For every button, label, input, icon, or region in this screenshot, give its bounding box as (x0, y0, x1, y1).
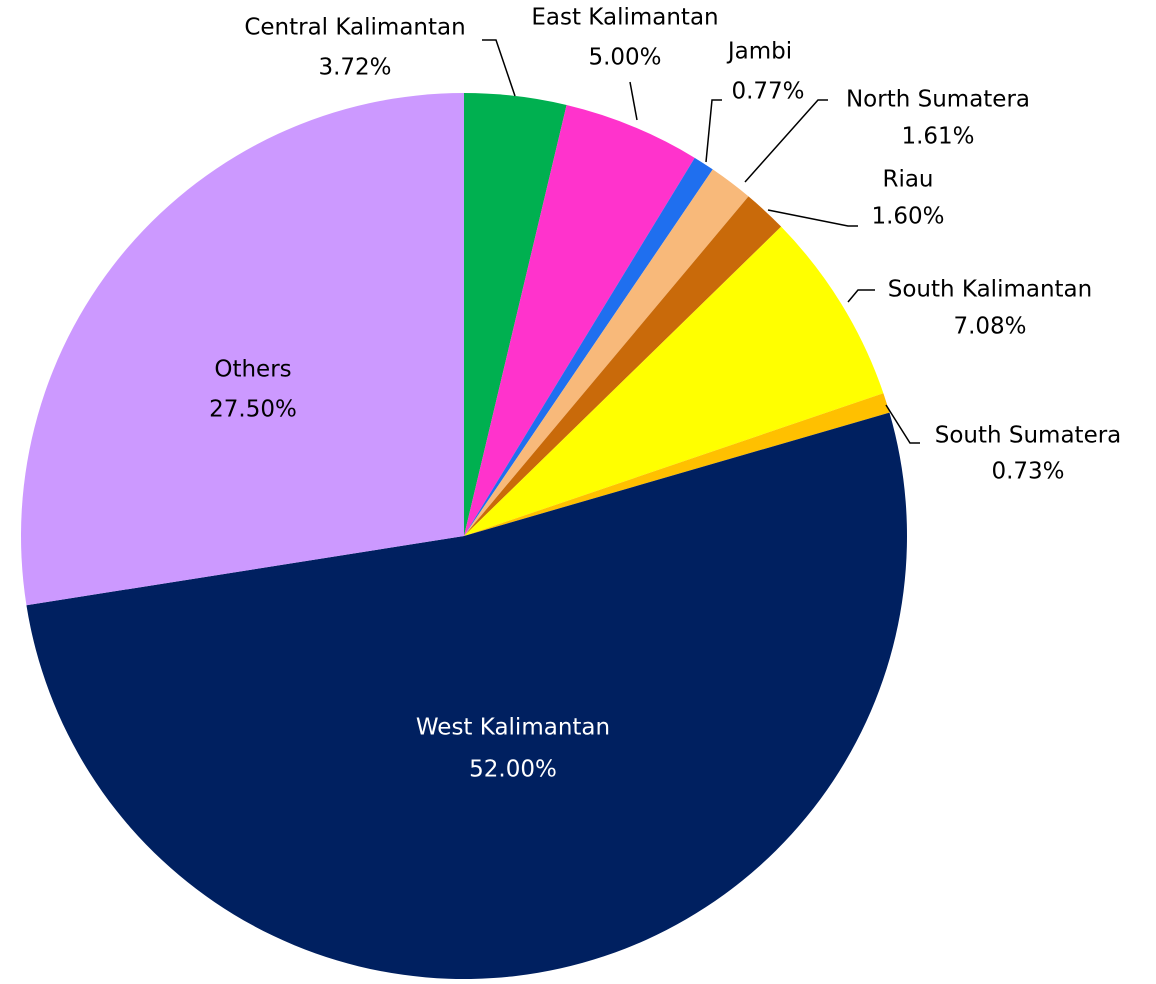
leader-line (885, 404, 920, 444)
slice-value-label: 1.61% (901, 124, 974, 150)
slice-value-label: 3.72% (318, 55, 391, 81)
leader-line (847, 289, 875, 303)
pie-slice (464, 226, 884, 536)
slice-label: East Kalimantan (531, 5, 718, 31)
pie-slice (464, 393, 890, 536)
pie-slice (464, 196, 782, 536)
leader-line (767, 209, 858, 227)
slice-label: North Sumatera (846, 87, 1030, 113)
slice-value-label: 0.77% (731, 79, 804, 105)
pie-slice (464, 93, 567, 536)
slice-value-label: 0.73% (991, 459, 1064, 485)
slice-value-label: 52.00% (469, 757, 557, 783)
leader-line (705, 99, 722, 163)
slice-value-label: 5.00% (588, 45, 661, 71)
slice-label: South Sumatera (935, 423, 1122, 449)
slice-value-label: 1.60% (871, 204, 944, 230)
pie-slice (464, 105, 695, 537)
pie-slice (464, 157, 713, 536)
pie-slice (21, 93, 465, 606)
slice-label: West Kalimantan (416, 715, 610, 741)
slice-label: South Kalimantan (888, 277, 1092, 303)
slice-label: Central Kalimantan (244, 15, 465, 41)
leader-line (744, 99, 828, 183)
leader-line (629, 81, 638, 121)
slice-label: Jambi (726, 39, 792, 65)
slice-value-label: 7.08% (953, 314, 1026, 340)
slice-value-label: 27.50% (209, 397, 297, 423)
slice-label: Riau (882, 167, 933, 193)
leader-line (482, 39, 516, 97)
pie-slice (26, 412, 907, 979)
pie-slice (464, 169, 749, 536)
slice-label: Others (214, 357, 291, 383)
